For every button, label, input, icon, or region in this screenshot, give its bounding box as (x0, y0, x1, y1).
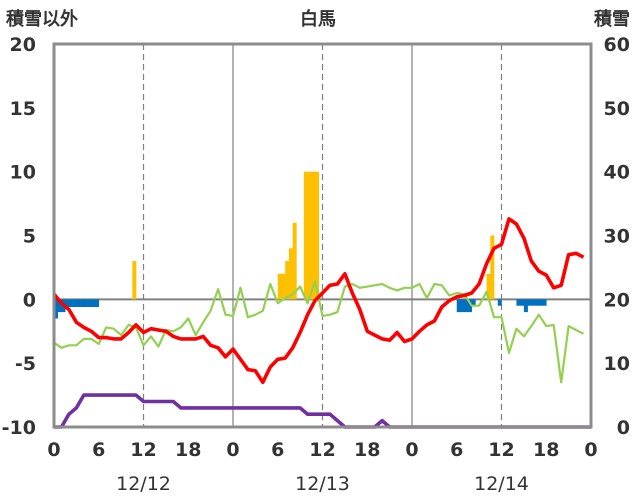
x-tick-label: 6 (271, 439, 284, 461)
left-tick-label: 20 (10, 34, 36, 56)
bar-blue (538, 299, 543, 306)
plot-border (52, 42, 593, 429)
date-label: 12/14 (474, 473, 529, 495)
bar-blue (531, 299, 536, 306)
x-tick-label: 6 (92, 439, 105, 461)
right-tick-labels: 0 10 20 30 40 50 60 (604, 34, 630, 439)
bar-blue (527, 299, 532, 306)
x-tick-label: 18 (533, 439, 559, 461)
plot-frame (52, 42, 593, 429)
bar-blue (542, 299, 547, 306)
bar-blue (91, 299, 96, 307)
bar-blue (516, 299, 521, 306)
x-tick-label: 18 (354, 439, 380, 461)
bar-blue (76, 299, 81, 307)
bar-orange (288, 248, 293, 300)
x-tick-label: 12 (309, 439, 335, 461)
right-tick-label: 50 (604, 98, 630, 120)
bar-orange (311, 171, 316, 300)
date-label: 12/12 (116, 473, 171, 495)
bar-orange (307, 171, 312, 300)
bar-blue (464, 299, 469, 313)
bar-blue (460, 299, 465, 313)
date-label: 12/13 (295, 473, 350, 495)
bars (54, 171, 547, 319)
bar-blue (54, 299, 59, 319)
bar-blue (456, 299, 461, 313)
right-tick-label: 0 (617, 417, 630, 439)
bar-blue (523, 299, 528, 313)
bar-blue (520, 299, 525, 306)
bar-orange (490, 235, 495, 300)
left-tick-label: -5 (15, 353, 36, 375)
right-axis-label: 積雪 (593, 8, 630, 30)
bar-blue (535, 299, 540, 306)
bar-orange (292, 222, 297, 300)
x-tick-label: 12 (488, 439, 514, 461)
left-axis-label: 積雪以外 (5, 8, 78, 30)
left-tick-label: 0 (23, 289, 36, 311)
bar-blue (80, 299, 85, 307)
bar-blue (471, 299, 476, 306)
right-tick-label: 30 (604, 226, 630, 248)
left-tick-label: 15 (10, 98, 36, 120)
date-labels: 12/12 12/13 12/14 (116, 473, 529, 495)
left-tick-labels: -10 -5 0 5 10 15 20 (2, 34, 36, 439)
right-tick-label: 60 (604, 34, 630, 56)
left-tick-label: -10 (2, 417, 36, 439)
bar-blue (87, 299, 92, 307)
right-tick-label: 10 (604, 353, 630, 375)
bar-orange (277, 273, 282, 300)
bar-blue (83, 299, 88, 307)
bar-orange (132, 261, 137, 300)
series-line-red (52, 217, 585, 385)
x-tick-labels: 0 6 12 18 0 6 12 18 0 6 12 18 0 (47, 439, 597, 461)
bar-blue (68, 299, 73, 307)
left-tick-label: 10 (10, 162, 36, 184)
bar-blue (95, 299, 100, 307)
bar-orange (315, 171, 320, 300)
bar-orange (285, 261, 290, 300)
bar-orange (486, 273, 491, 300)
right-tick-label: 20 (604, 289, 630, 311)
x-tick-label: 6 (450, 439, 463, 461)
bar-orange (303, 171, 308, 300)
bar-orange (281, 273, 286, 300)
x-tick-label: 12 (130, 439, 156, 461)
bar-blue (57, 299, 62, 313)
left-tick-label: 5 (23, 226, 36, 248)
right-tick-label: 40 (604, 162, 630, 184)
x-tick-label: 0 (226, 439, 239, 461)
grid (54, 44, 591, 427)
bar-blue (497, 299, 502, 306)
bar-blue (72, 299, 77, 307)
bar-blue (467, 299, 472, 313)
x-tick-label: 0 (584, 439, 597, 461)
x-tick-label: 0 (405, 439, 418, 461)
x-tick-label: 18 (175, 439, 201, 461)
x-tick-label: 0 (47, 439, 60, 461)
chart-title: 白馬 (300, 8, 336, 30)
bar-blue (65, 299, 70, 307)
